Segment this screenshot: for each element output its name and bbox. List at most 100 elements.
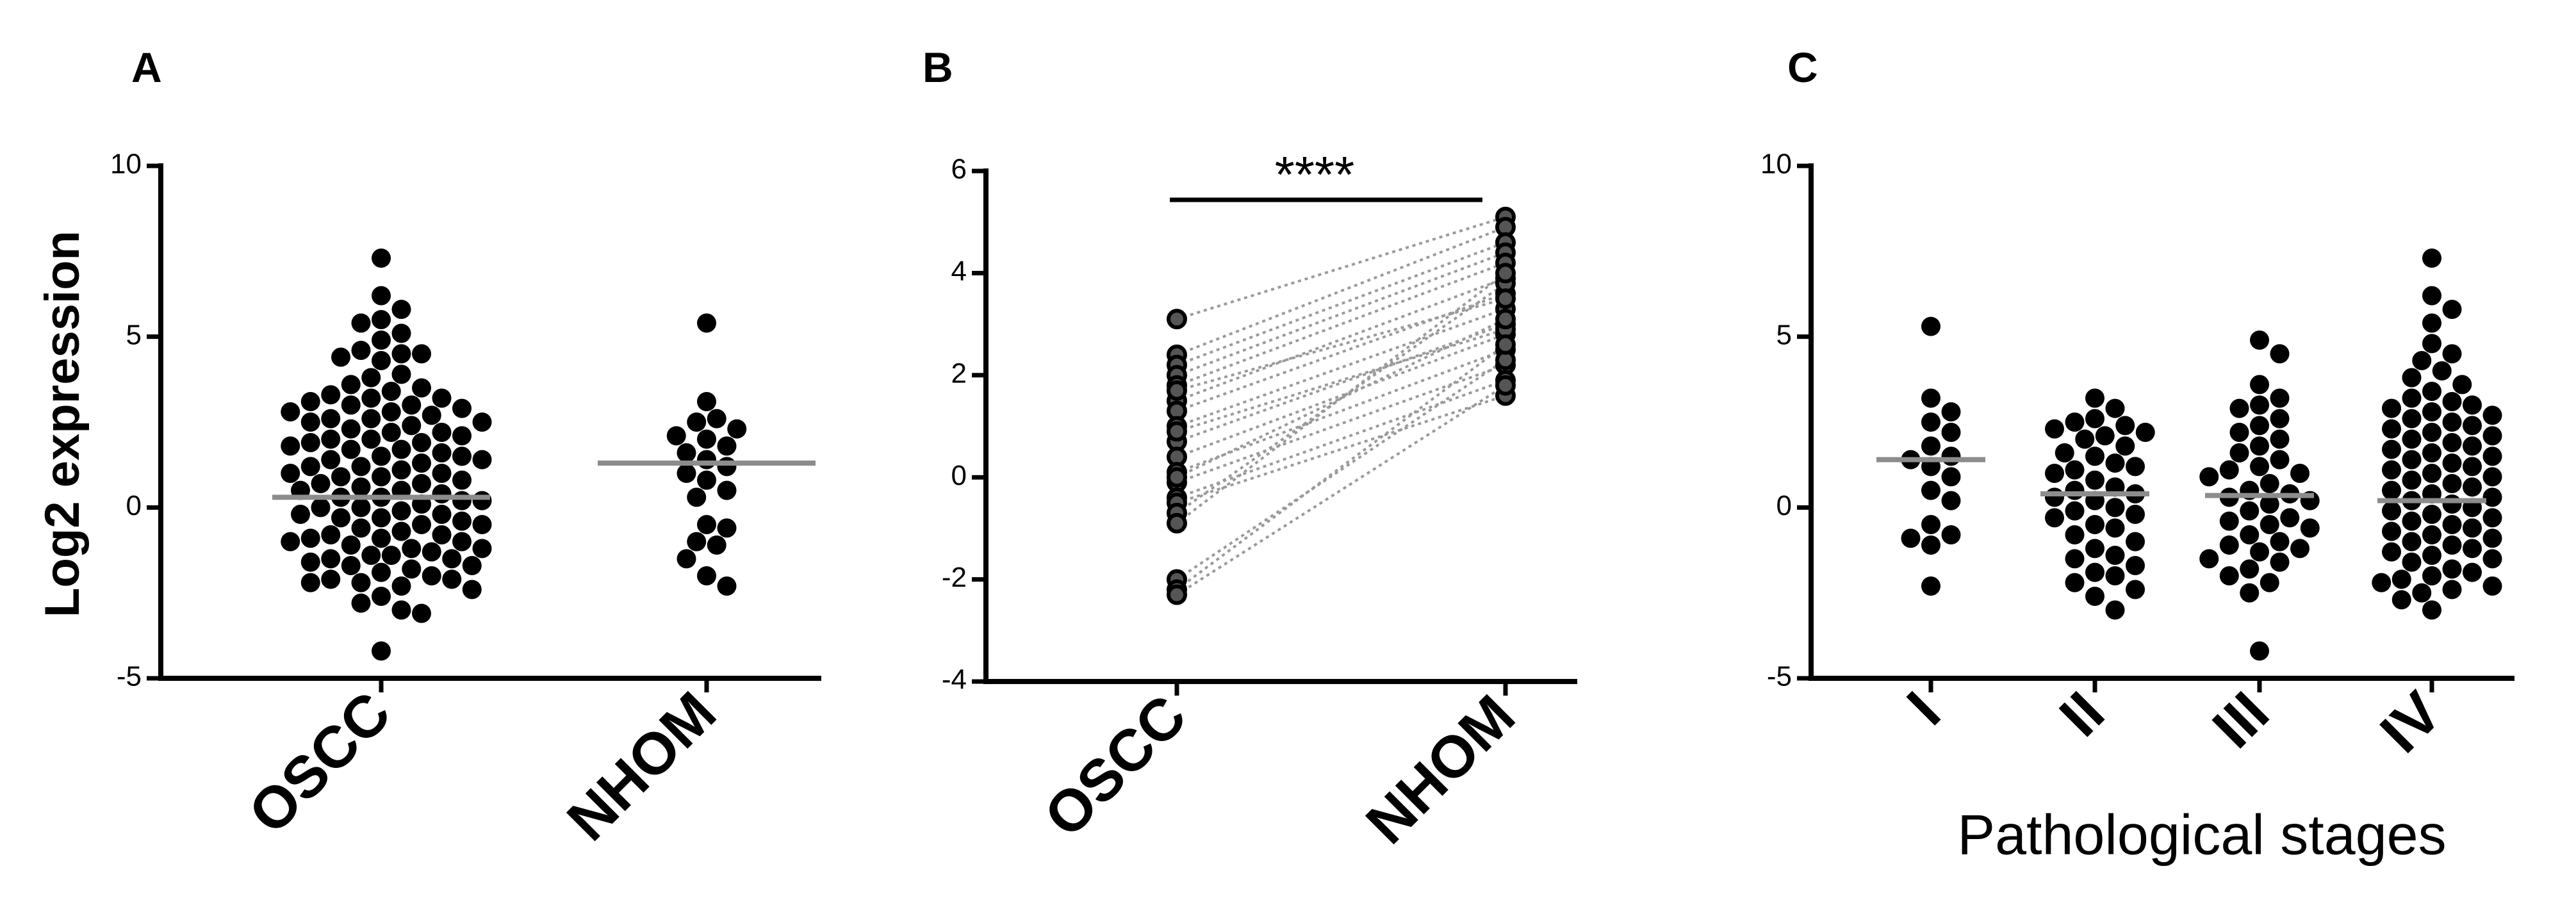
data-point: [2095, 426, 2115, 446]
data-point: [2105, 398, 2125, 418]
pair-line: [1176, 261, 1506, 387]
data-point: [2482, 405, 2502, 425]
data-point: [2422, 525, 2441, 544]
data-point: [402, 395, 422, 415]
data-point: [391, 600, 411, 620]
data-point: [1167, 380, 1187, 401]
pair-line: [1176, 394, 1506, 504]
pair-line: [1176, 323, 1506, 443]
data-point: [300, 392, 320, 411]
data-point: [281, 464, 300, 483]
data-point: [2126, 580, 2145, 600]
data-point: [2270, 450, 2290, 469]
data-point: [2412, 351, 2432, 370]
data-point: [321, 429, 341, 449]
y-tick-label: -5: [117, 661, 142, 692]
data-point: [2402, 511, 2422, 531]
data-point: [1941, 467, 1961, 487]
data-point: [452, 426, 472, 446]
data-point: [2382, 542, 2401, 562]
data-point: [2085, 587, 2104, 606]
pair-line: [1176, 348, 1506, 474]
data-point: [462, 556, 482, 575]
data-point: [2105, 453, 2125, 473]
data-point: [391, 521, 411, 541]
y-tick-label: 5: [1776, 319, 1792, 350]
data-point: [2463, 395, 2482, 415]
data-point: [2482, 508, 2502, 528]
data-point: [2482, 467, 2502, 487]
data-point: [2135, 423, 2155, 442]
data-point: [697, 313, 716, 333]
pair-line: [1176, 384, 1507, 596]
data-point: [1941, 423, 1961, 442]
data-point: [402, 559, 422, 579]
data-point: [2422, 546, 2441, 565]
data-point: [2250, 542, 2269, 562]
data-point: [2402, 429, 2422, 449]
data-point: [687, 487, 707, 507]
data-point: [2085, 446, 2104, 466]
data-point: [2250, 436, 2269, 456]
data-point: [381, 423, 401, 442]
data-point: [321, 549, 341, 569]
data-point: [412, 344, 431, 364]
data-point: [2065, 549, 2085, 569]
data-point: [2422, 464, 2441, 483]
data-point: [300, 412, 320, 432]
data-point: [412, 474, 431, 493]
data-point: [2115, 416, 2135, 436]
data-point: [2402, 450, 2422, 469]
data-point: [300, 573, 320, 592]
data-point: [2250, 457, 2269, 477]
data-point: [321, 569, 341, 589]
y-tick-label: 0: [126, 490, 142, 521]
data-point: [2442, 494, 2462, 514]
data-point: [1921, 515, 1940, 534]
data-point: [452, 470, 472, 490]
x-tick-label: IV: [2368, 680, 2454, 765]
data-point: [341, 395, 361, 415]
data-point: [2442, 433, 2462, 452]
x-tick-label: NHOM: [1354, 683, 1527, 856]
data-point: [1901, 528, 1921, 548]
data-point: [1495, 334, 1516, 355]
data-point: [2422, 505, 2441, 524]
data-point: [2382, 480, 2401, 500]
data-point: [1941, 491, 1961, 510]
data-point: [331, 508, 350, 528]
data-point: [341, 556, 361, 575]
data-point: [2402, 388, 2422, 408]
data-point: [2442, 580, 2462, 600]
data-point: [412, 378, 431, 398]
data-point: [391, 576, 411, 596]
data-point: [717, 436, 737, 456]
data-point: [422, 542, 441, 562]
data-point: [391, 364, 411, 384]
data-point: [2391, 569, 2411, 589]
data-point: [372, 331, 391, 350]
data-point: [1167, 421, 1187, 442]
data-point: [1921, 480, 1940, 500]
data-point: [1495, 288, 1516, 309]
data-point: [697, 450, 716, 469]
data-point: [687, 412, 707, 432]
data-point: [2270, 388, 2290, 408]
panel-label: B: [923, 44, 953, 91]
pair-line: [1176, 318, 1506, 479]
data-point: [372, 446, 391, 466]
data-point: [2422, 313, 2441, 333]
data-point: [2219, 535, 2239, 555]
y-tick-label: 0: [951, 460, 967, 491]
data-point: [666, 426, 686, 446]
data-point: [361, 546, 381, 565]
data-point: [2391, 590, 2411, 610]
data-point: [391, 323, 411, 343]
data-point: [2105, 546, 2125, 565]
data-point: [361, 368, 381, 388]
data-point: [442, 569, 462, 589]
data-point: [341, 535, 361, 555]
data-point: [2250, 641, 2269, 661]
data-point: [717, 457, 737, 477]
data-point: [381, 546, 401, 565]
